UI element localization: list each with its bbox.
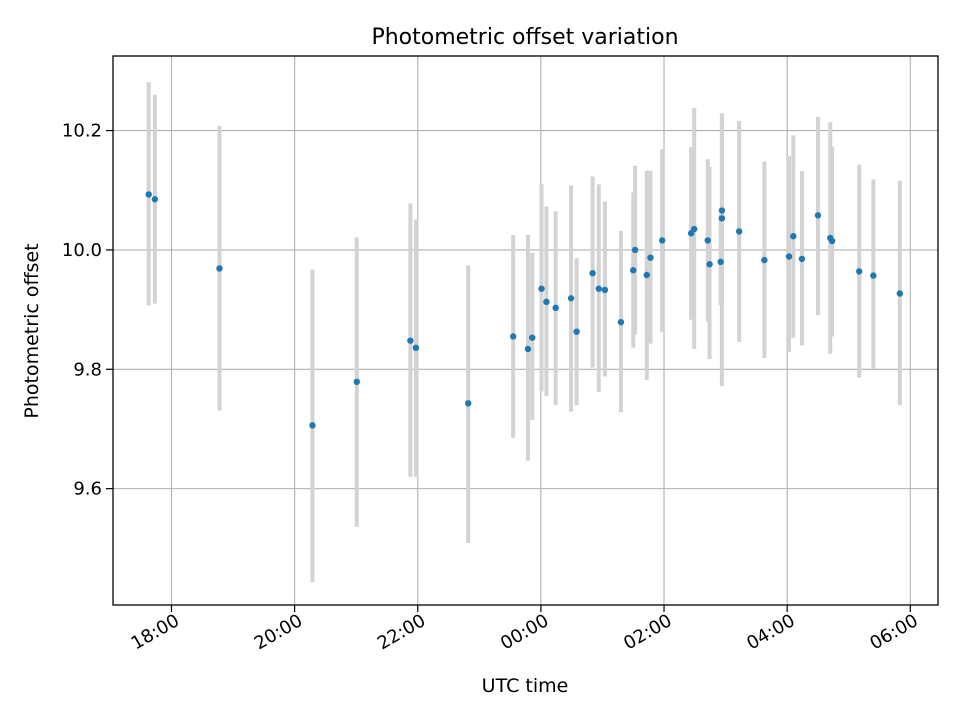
data-point	[704, 237, 711, 244]
data-point	[412, 344, 420, 352]
data-point	[552, 304, 559, 312]
data-point	[407, 337, 414, 344]
data-point	[151, 196, 159, 203]
data-point	[717, 258, 724, 266]
data-point	[718, 207, 726, 214]
plot-frame	[112, 55, 939, 606]
data-point	[589, 270, 596, 277]
data-point	[630, 267, 637, 274]
data-point	[828, 237, 836, 245]
data-point	[690, 225, 698, 233]
data-point	[595, 285, 602, 292]
data-point	[601, 286, 609, 294]
data-point	[647, 254, 654, 261]
data-point	[658, 237, 666, 244]
data-point	[896, 290, 904, 297]
data-point	[735, 228, 743, 235]
data-point	[309, 422, 316, 429]
data-point	[790, 233, 797, 240]
x-axis-label: UTC time	[482, 675, 569, 697]
data-point	[509, 333, 517, 340]
data-point	[785, 253, 793, 260]
data-point	[353, 378, 361, 386]
data-point	[761, 256, 768, 264]
data-point	[617, 318, 625, 326]
data-point	[524, 345, 532, 353]
data-point	[631, 246, 639, 254]
data-point	[573, 328, 580, 335]
y-axis-ticks: 9.6 9.8 10.0 10.2	[62, 121, 113, 500]
y-tick-label: 10.2	[62, 121, 102, 142]
data-point	[870, 272, 877, 279]
data-point	[718, 215, 726, 222]
y-tick-label: 9.8	[73, 359, 102, 380]
data-point	[216, 265, 223, 272]
data-point	[529, 334, 536, 341]
data-point	[855, 268, 863, 275]
data-point	[814, 212, 822, 219]
data-point	[643, 271, 650, 279]
data-point	[706, 261, 713, 268]
data-point	[145, 191, 152, 198]
data-point	[538, 285, 545, 292]
chart-title: Photometric offset variation	[371, 25, 678, 50]
y-tick-label: 10.0	[62, 240, 102, 261]
data-point	[567, 295, 575, 302]
data-point	[543, 298, 550, 306]
data-point	[465, 400, 472, 407]
data-point	[798, 255, 806, 263]
data-points	[145, 191, 904, 429]
y-tick-label: 9.6	[73, 479, 102, 500]
y-axis-label: Photometric offset	[21, 243, 43, 418]
